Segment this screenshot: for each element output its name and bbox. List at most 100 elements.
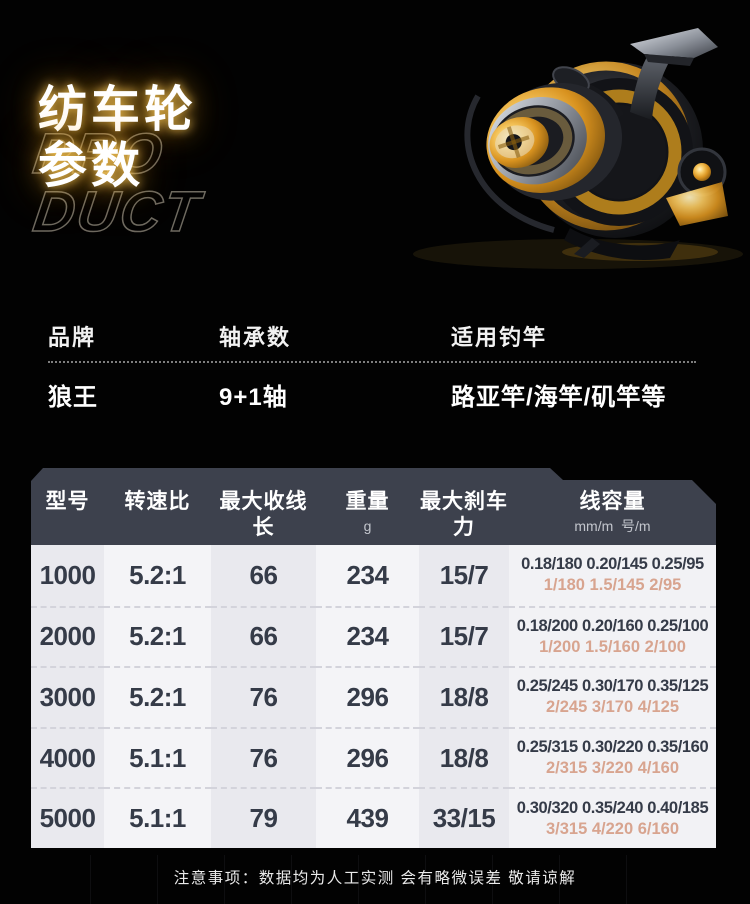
cell-model: 4000 (31, 726, 104, 788)
cell-model: 5000 (31, 787, 104, 848)
spec-table-body: 1000 5.2:1 66 234 15/7 0.18/180 0.20/145… (31, 545, 716, 848)
rod-type-value: 路亚竿/海竿/矶竿等 (451, 384, 667, 411)
model-value: 2000 (39, 621, 96, 652)
header-label: 重量 (345, 490, 390, 513)
cell-drag: 15/7 (419, 605, 509, 667)
table-row: 1000 5.2:1 66 234 15/7 0.18/180 0.20/145… (31, 545, 716, 606)
table-row: 5000 5.1:1 79 439 33/15 0.30/320 0.35/24… (31, 787, 716, 848)
header-unit: g (363, 518, 372, 534)
cell-drag: 18/8 (419, 666, 509, 727)
capacity-hao-value: 3/315 4/220 6/160 (545, 819, 680, 838)
header-max-drag: 最大刹车力 lbs/kg (419, 489, 509, 545)
model-value: 5000 (39, 803, 96, 834)
bearings-label: 轴承数 (219, 325, 292, 350)
line-length-value: 66 (249, 621, 278, 652)
spec-table-header: 型号 转速比 最大收线长 cm 重量 g 最大刹车力 lbs/kg 线容量 mm (31, 468, 716, 545)
cell-line-length: 76 (211, 726, 316, 788)
drag-value: 33/15 (432, 803, 496, 834)
weight-value: 234 (346, 621, 389, 652)
capacity-hao-value: 1/200 1.5/160 2/100 (539, 637, 686, 656)
capacity-hao-value: 2/245 3/170 4/125 (545, 698, 680, 717)
cell-drag: 18/8 (419, 726, 509, 788)
cell-model: 1000 (31, 545, 104, 606)
table-row: 4000 5.1:1 76 296 18/8 0.25/315 0.30/220… (31, 726, 716, 788)
model-value: 1000 (39, 559, 96, 590)
header-label: 最大刹车力 (420, 490, 508, 539)
header-label: 转速比 (124, 490, 191, 513)
cell-capacity: 0.18/180 0.20/145 0.25/95 1/180 1.5/145 … (509, 545, 716, 606)
cell-capacity: 0.18/200 0.20/160 0.25/100 1/200 1.5/160… (509, 605, 716, 667)
cell-line-length: 66 (211, 545, 316, 606)
header-line-capacity: 线容量 mm/m 号/m (509, 489, 716, 545)
header-model: 型号 (31, 489, 104, 545)
dotted-divider (48, 361, 696, 363)
weight-value: 296 (346, 742, 389, 773)
ratio-value: 5.2:1 (129, 681, 186, 712)
line-length-value: 76 (249, 742, 278, 773)
header-unit: lbs/kg (419, 543, 509, 545)
cell-capacity: 0.25/315 0.30/220 0.35/160 2/315 3/220 4… (509, 726, 716, 788)
header-gear-ratio: 转速比 (104, 489, 211, 545)
model-value: 3000 (39, 681, 96, 712)
cell-weight: 296 (316, 666, 419, 727)
brand-value: 狼王 (48, 384, 98, 411)
product-photo-spinning-reel (378, 0, 750, 272)
cell-capacity: 0.30/320 0.35/240 0.40/185 3/315 4/220 6… (509, 787, 716, 848)
drag-value: 15/7 (439, 559, 489, 590)
cell-weight: 439 (316, 787, 419, 848)
cell-ratio: 5.1:1 (104, 787, 211, 848)
cell-model: 2000 (31, 605, 104, 667)
ratio-value: 5.2:1 (129, 621, 186, 652)
capacity-mm-value: 0.18/180 0.20/145 0.25/95 (521, 555, 704, 574)
drag-value: 18/8 (439, 681, 489, 712)
drag-value: 18/8 (439, 742, 489, 773)
cell-weight: 234 (316, 545, 419, 606)
cell-ratio: 5.2:1 (104, 605, 211, 667)
cell-line-length: 79 (211, 787, 316, 848)
ratio-value: 5.1:1 (129, 803, 186, 834)
cell-weight: 296 (316, 726, 419, 788)
weight-value: 296 (346, 681, 389, 712)
weight-value: 234 (346, 559, 389, 590)
cell-drag: 15/7 (419, 545, 509, 606)
bearings-value: 9+1轴 (219, 384, 288, 411)
capacity-mm-value: 0.18/200 0.20/160 0.25/100 (516, 616, 709, 635)
table-row: 3000 5.2:1 76 296 18/8 0.25/245 0.30/170… (31, 666, 716, 727)
header-line-retrieve: 最大收线长 cm (211, 489, 316, 545)
cell-model: 3000 (31, 666, 104, 727)
cell-drag: 33/15 (419, 787, 509, 848)
capacity-mm-value: 0.25/315 0.30/220 0.35/160 (516, 738, 709, 757)
capacity-mm-value: 0.30/320 0.35/240 0.40/185 (516, 798, 709, 817)
header-label: 型号 (45, 490, 90, 513)
cell-line-length: 76 (211, 666, 316, 727)
ratio-value: 5.2:1 (129, 559, 186, 590)
line-length-value: 66 (249, 559, 278, 590)
page-title: 纺车轮 (38, 83, 198, 137)
header-unit: cm (211, 543, 316, 545)
drag-value: 15/7 (439, 621, 489, 652)
cell-ratio: 5.2:1 (104, 545, 211, 606)
cell-capacity: 0.25/245 0.30/170 0.35/125 2/245 3/170 4… (509, 666, 716, 727)
line-length-value: 76 (249, 681, 278, 712)
disclaimer-note: 注意事项：数据均为人工实测 会有略微误差 敬请谅解 (173, 870, 577, 887)
reel-illustration (413, 28, 743, 269)
capacity-mm-value: 0.25/245 0.30/170 0.35/125 (516, 677, 709, 696)
header-unit: mm/m 号/m (574, 518, 651, 534)
table-row: 2000 5.2:1 66 234 15/7 0.18/200 0.20/160… (31, 605, 716, 667)
brand-label: 品牌 (48, 325, 97, 350)
spec-table: 型号 转速比 最大收线长 cm 重量 g 最大刹车力 lbs/kg 线容量 mm (31, 468, 716, 848)
capacity-hao-value: 1/180 1.5/145 2/95 (543, 576, 682, 595)
cell-ratio: 5.2:1 (104, 666, 211, 727)
line-length-value: 79 (249, 803, 278, 834)
weight-value: 439 (346, 803, 389, 834)
capacity-hao-value: 2/315 3/220 4/160 (545, 759, 680, 778)
cell-weight: 234 (316, 605, 419, 667)
cell-ratio: 5.1:1 (104, 726, 211, 788)
cell-line-length: 66 (211, 605, 316, 667)
floor-reflection-lines (90, 855, 660, 904)
header-label: 线容量 (579, 490, 646, 513)
rod-type-label: 适用钓竿 (451, 325, 548, 350)
model-value: 4000 (39, 742, 96, 773)
ratio-value: 5.1:1 (129, 742, 186, 773)
